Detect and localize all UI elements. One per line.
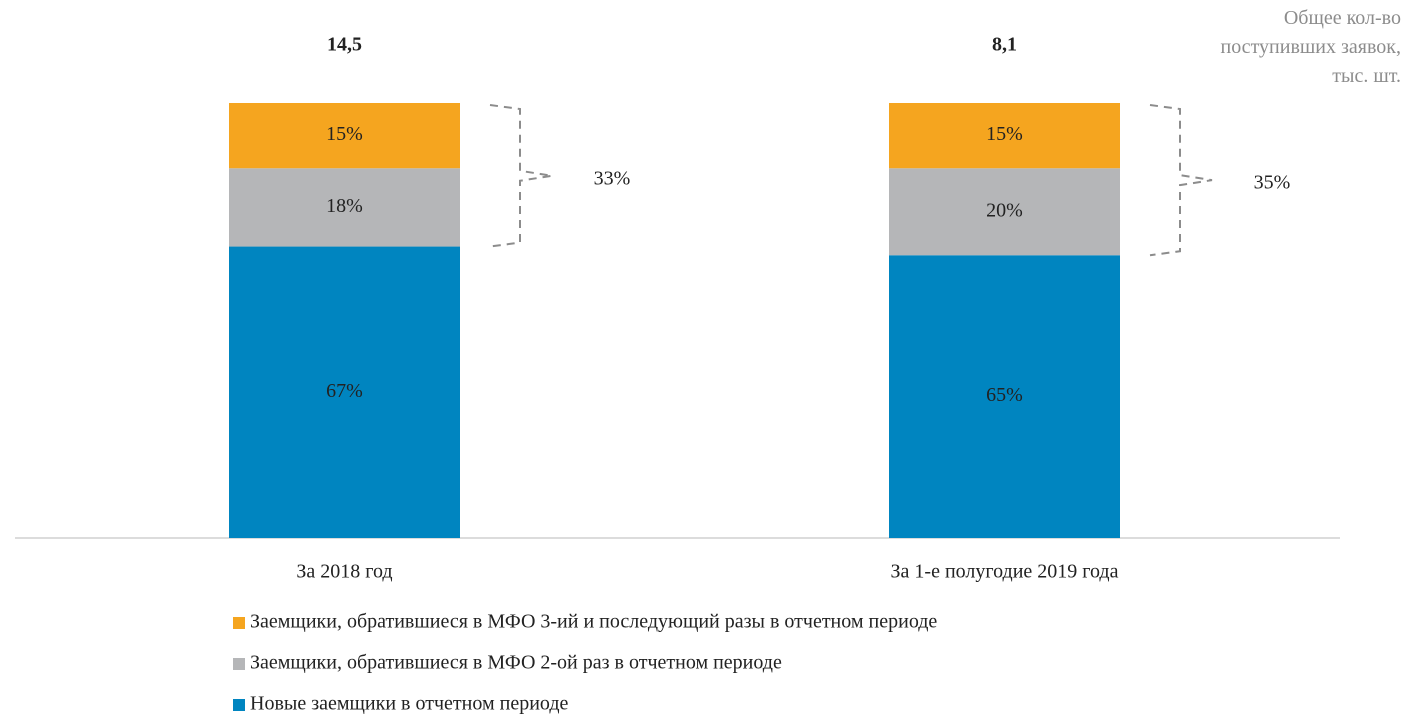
bracket [1149,104,1213,257]
legend-label: Заемщики, обратившиеся в МФО 2-ой раз в … [250,652,782,674]
legend-swatch [233,658,245,670]
data-label: 65% [986,384,1023,406]
data-label: 15% [326,123,363,145]
data-label: 18% [326,195,363,217]
bracket-label: 35% [1254,172,1291,194]
bar-segment [889,103,1120,169]
legend-label: Заемщики, обратившиеся в МФО 3-ий и посл… [250,611,937,633]
legend-label: Новые заемщики в отчетном периоде [250,693,568,715]
bar-segment [889,255,1120,538]
x-tick-label: За 1-е полугодие 2019 года [891,561,1119,583]
legend-swatch [233,699,245,711]
bar-segment [229,246,460,539]
totals-label: Общее кол-во поступивших заявок, тыс. шт… [1220,7,1401,87]
total-value: 8,1 [992,34,1017,56]
data-label: 67% [326,380,363,402]
bar-segment [229,103,460,169]
x-tick-label: За 2018 год [296,561,392,583]
bar-segment [889,168,1120,256]
total-value: 14,5 [327,34,362,56]
bracket-label: 33% [594,167,631,189]
bracket [489,104,553,248]
data-label: 15% [986,123,1023,145]
data-label: 20% [986,199,1023,221]
legend-swatch [233,617,245,629]
bar-segment [229,168,460,247]
